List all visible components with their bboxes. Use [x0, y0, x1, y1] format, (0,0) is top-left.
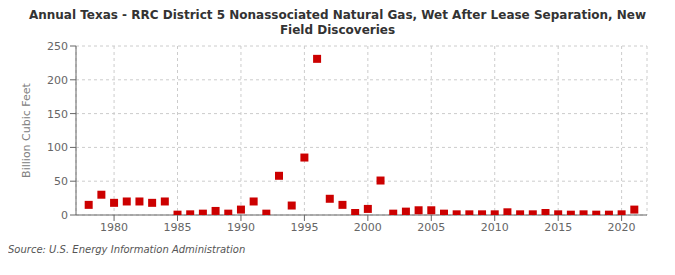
svg-text:2005: 2005: [417, 221, 445, 234]
svg-text:150: 150: [47, 108, 68, 121]
svg-text:1990: 1990: [227, 221, 255, 234]
svg-text:0: 0: [61, 209, 68, 222]
html-text:Source: U.S. Energy Informatio: Source: U.S. Energy Information Administ…: [8, 244, 246, 255]
svg-text:1985: 1985: [164, 221, 192, 234]
html-text:Annual Texas - RRC District 5: Annual Texas - RRC District 5 Nonassocia…: [28, 8, 647, 22]
svg-text:2000: 2000: [354, 221, 382, 234]
svg-text:2015: 2015: [544, 221, 572, 234]
svg-text:2010: 2010: [481, 221, 509, 234]
svg-text:100: 100: [47, 141, 68, 154]
svg-text:200: 200: [47, 74, 68, 87]
svg-text:1995: 1995: [290, 221, 318, 234]
html-text:Field Discoveries: Field Discoveries: [279, 23, 396, 37]
svg-text:50: 50: [54, 175, 68, 188]
svg-text:1980: 1980: [100, 221, 128, 234]
svg-text:2020: 2020: [608, 221, 636, 234]
svg-text:250: 250: [47, 40, 68, 53]
svg-text:Billion Cubic Feet: Billion Cubic Feet: [20, 82, 33, 177]
